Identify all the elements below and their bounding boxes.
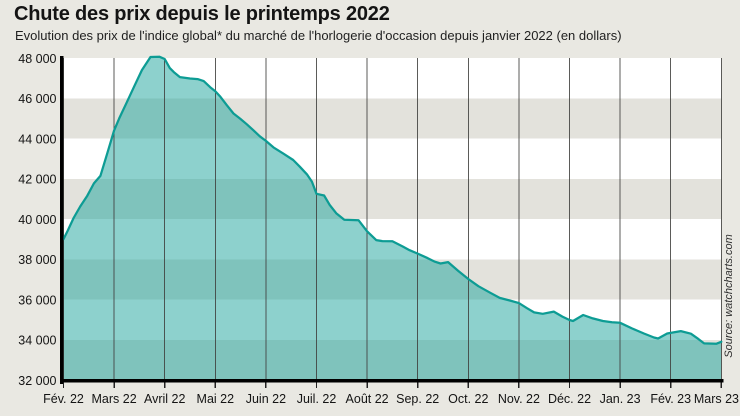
x-axis-month-label: Juin 22 [246,392,286,406]
y-axis-tick-label: 36 000 [18,293,56,307]
x-axis-month-label: Nov. 22 [498,392,540,406]
x-axis-month-label: Mars 23 [694,392,739,406]
x-axis-month-label: Avril 22 [144,392,186,406]
y-axis-tick-label: 40 000 [18,213,56,227]
source-credit: Source: watchcharts.com [723,234,735,358]
x-axis-month-label: Fév. 23 [650,392,691,406]
page-title: Chute des prix depuis le printemps 2022 [14,3,390,25]
x-axis-month-label: Sep. 22 [396,392,439,406]
y-axis-tick-label: 42 000 [18,173,56,187]
x-axis-line [60,379,724,383]
y-axis-tick-label: 46 000 [18,92,56,106]
y-axis-tick-label: 34 000 [18,334,56,348]
area-chart-canvas: Fév. 22 Mars 22 Avril 22 Mai 22 Juin 22 Juil.… [18,52,739,406]
x-axis-month-label: Jan. 23 [600,392,641,406]
chart-subtitle: Evolution des prix de l'indice global* d… [15,28,622,43]
y-axis-tick-label: 48 000 [18,52,56,66]
x-axis-month-label: Mai 22 [197,392,235,406]
x-axis-month-label: Juil. 22 [297,392,337,406]
y-axis-line [60,56,64,384]
price-area-chart: Fév. 22 Mars 22 Avril 22 Mai 22 Juin 22 Juil.… [0,48,740,416]
x-axis-month-label: Déc. 22 [548,392,591,406]
x-axis-month-label: Mars 22 [92,392,137,406]
x-axis-month-label: Oct. 22 [448,392,488,406]
price-area-fill [63,56,722,381]
x-axis-month-label: Fév. 22 [43,392,84,406]
x-axis-month-label: Août 22 [346,392,389,406]
price-line [62,55,723,345]
y-axis-tick-label: 38 000 [18,253,56,267]
y-axis-tick-label: 44 000 [18,132,56,146]
y-axis-tick-label: 32 000 [18,374,56,388]
